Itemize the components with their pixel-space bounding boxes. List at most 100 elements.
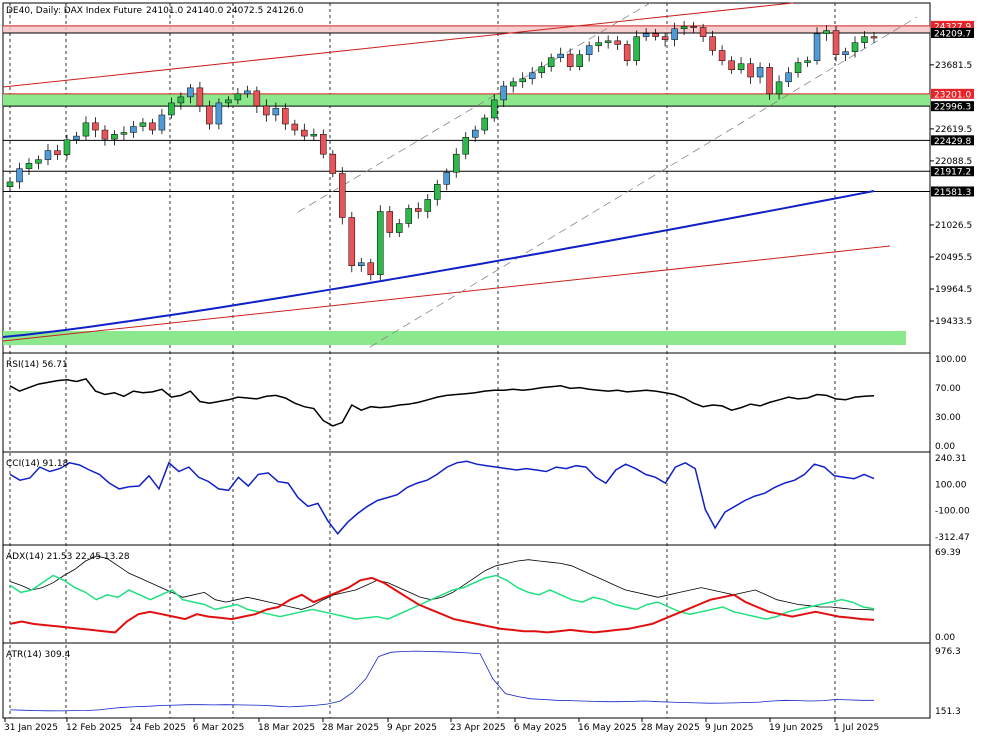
candle-body <box>386 211 394 233</box>
candle-body <box>680 26 688 30</box>
candle-body <box>661 36 669 40</box>
candle-body <box>272 108 280 116</box>
y-tick-label: 21026.5 <box>935 221 972 231</box>
candle-body <box>519 78 526 83</box>
panel-frame <box>2 352 931 453</box>
candle-body <box>557 53 564 58</box>
candle-body <box>196 87 204 107</box>
channel-lower-line <box>369 16 918 348</box>
candle-body <box>215 102 223 125</box>
candle-body <box>690 26 697 28</box>
candle-body <box>642 33 650 37</box>
candle-body <box>367 262 375 276</box>
candle-body <box>130 126 137 133</box>
candle-body <box>158 114 166 131</box>
candle-body <box>604 40 612 43</box>
candle-body <box>718 50 726 61</box>
lower-trend-line <box>2 245 891 342</box>
candle-body <box>737 63 745 71</box>
x-axis-label: 19 Jun 2025 <box>769 723 823 733</box>
candle-body <box>120 132 128 135</box>
y-tick-label: 22088.5 <box>935 157 972 167</box>
level-label: 22429.8 <box>934 137 971 147</box>
candle-body <box>471 129 479 138</box>
atr-label: ATR(14) 309.4 <box>6 650 71 660</box>
candle-body <box>339 173 346 218</box>
upper-trend-line <box>2 2 794 88</box>
candle-body <box>861 36 868 43</box>
candle-body <box>244 90 251 95</box>
moving-average-line <box>2 190 875 338</box>
y-tick-label: 19964.5 <box>935 285 972 295</box>
panel-frame <box>2 451 931 546</box>
candle-body <box>671 28 678 40</box>
adx-line <box>9 555 875 611</box>
candle-body <box>234 93 242 101</box>
low-support-zone <box>3 331 906 345</box>
indicator-tick-label: 976.3 <box>935 647 961 657</box>
indicator-tick-label: -100.00 <box>935 507 970 517</box>
x-axis-label: 16 May 2025 <box>578 723 637 733</box>
candle-body <box>528 72 536 80</box>
candle-body <box>623 44 631 61</box>
candle-body <box>405 208 413 224</box>
candle-body <box>253 90 261 107</box>
vertical-grid <box>9 3 836 718</box>
candle-body <box>652 33 659 37</box>
x-axis-label: 28 May 2025 <box>641 723 700 733</box>
y-tick-label: 19433.5 <box>935 317 972 327</box>
level-label: 21581.3 <box>934 188 971 198</box>
candle-body <box>282 108 289 125</box>
candle-body <box>547 57 555 67</box>
x-axis-label: 9 Jun 2025 <box>705 723 753 733</box>
x-axis-label: 31 Jan 2025 <box>4 723 58 733</box>
indicator-tick-label: 0.00 <box>935 633 955 643</box>
candle-body <box>82 122 90 137</box>
candle-body <box>443 172 450 185</box>
indicator-tick-label: 70.00 <box>935 384 961 394</box>
y-tick-label: 23681.5 <box>935 61 972 71</box>
candle-body <box>585 45 593 55</box>
indicator-tick-label: 151.3 <box>935 707 961 717</box>
rsi-label: RSI(14) 56.71 <box>6 360 68 370</box>
channel-upper-line <box>297 2 651 213</box>
panel-frames <box>2 2 931 719</box>
resistance-zone <box>3 25 930 33</box>
candle-body <box>92 122 99 131</box>
x-axis-label: 28 Mar 2025 <box>322 723 379 733</box>
indicator-tick-label: 240.31 <box>935 454 967 464</box>
level-label: 24327.9 <box>934 22 971 32</box>
minus-di-line <box>9 576 875 634</box>
candle-body <box>823 30 830 34</box>
cci-line <box>9 460 875 535</box>
candle-body <box>813 33 821 61</box>
candle-body <box>63 139 71 156</box>
level-label-box <box>931 135 974 146</box>
indicator-tick-label: 0.00 <box>935 442 955 452</box>
candle-body <box>614 40 621 45</box>
level-label: 22996.3 <box>934 103 971 113</box>
candle-body <box>25 162 33 169</box>
x-axis-label: 6 Mar 2025 <box>193 723 244 733</box>
candle-body <box>291 123 299 131</box>
level-label-box <box>931 166 974 177</box>
adx-label: ADX(14) 21.53 22.45 13.28 <box>6 552 130 562</box>
candle-body <box>709 36 716 51</box>
candle-body <box>358 262 365 266</box>
candle-body <box>415 208 422 212</box>
candle-body <box>149 122 156 131</box>
candle-body <box>168 102 175 116</box>
panel-frame <box>2 544 931 644</box>
candle-body <box>851 42 859 52</box>
level-label-box <box>931 101 974 112</box>
x-axis-label: 9 Apr 2025 <box>387 723 437 733</box>
candle-body <box>633 36 640 61</box>
x-axis-label: 24 Feb 2025 <box>130 723 186 733</box>
candle-body <box>377 211 384 276</box>
plus-di-line <box>9 574 875 620</box>
x-axis-label: 12 Feb 2025 <box>66 723 122 733</box>
candle-body <box>775 81 783 95</box>
candle-body <box>595 42 602 46</box>
cci-label: CCI(14) 91.18 <box>6 459 69 469</box>
level-label: 24209.7 <box>934 30 971 40</box>
